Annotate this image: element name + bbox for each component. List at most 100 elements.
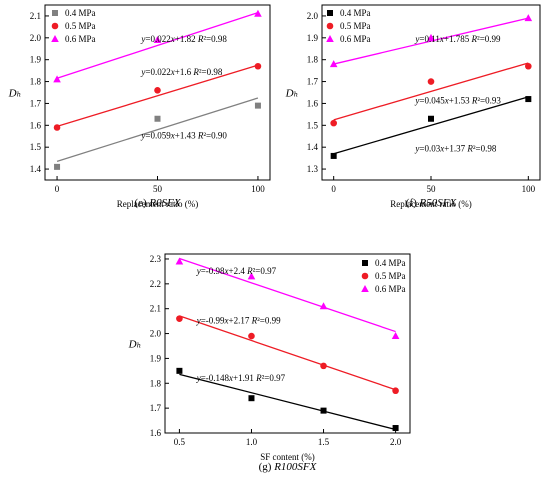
- figure-caption: (f) R50SFX: [406, 197, 458, 209]
- y-tick-label: 1.7: [150, 403, 162, 413]
- x-tick-label: 0.5: [174, 437, 186, 447]
- x-tick-label: 50: [153, 184, 163, 194]
- fit-equation-label: y=0.03x+1.37 R²=0.98: [414, 144, 496, 154]
- figure-caption: (e) R0SFX: [134, 197, 181, 209]
- data-point: [153, 36, 162, 43]
- x-tick-label: 100: [522, 184, 536, 194]
- plot-frame: [321, 4, 541, 181]
- legend-label: 0.4 MPa: [65, 8, 96, 18]
- legend-marker: [51, 35, 59, 42]
- data-point: [176, 315, 183, 322]
- y-tick-label: 2.0: [307, 11, 319, 21]
- chart-panel-1: 1.4 1.5 1.6 1.7 1.8 1.9 2.0 2.1 0 50 100 Replacemen…: [8, 4, 271, 209]
- y-tick-label: 1.8: [307, 55, 319, 65]
- data-point: [320, 362, 327, 370]
- data-point: [525, 62, 532, 70]
- y-tick-label: 1.3: [307, 164, 319, 174]
- legend-label: 0.5 MPa: [375, 271, 406, 281]
- fit-line-0.6-mpa: [179, 257, 396, 333]
- data-point: [427, 78, 435, 85]
- data-point: [254, 102, 261, 109]
- y-tick-label: 1.7: [307, 77, 319, 87]
- y-axis-label: Dₕ: [128, 339, 142, 351]
- y-tick-label: 2.2: [150, 279, 161, 289]
- x-tick-label: 0: [55, 184, 60, 194]
- legend-marker: [361, 285, 369, 292]
- data-point: [254, 62, 262, 70]
- y-tick-label: 2.0: [150, 329, 162, 339]
- data-point: [175, 257, 184, 265]
- data-point: [54, 163, 61, 170]
- x-tick-label: 100: [251, 184, 265, 194]
- legend-label: 0.5 MPa: [340, 21, 371, 31]
- y-tick-label: 1.6: [150, 428, 162, 438]
- legend-marker: [52, 10, 58, 16]
- legend-label: 0.6 MPa: [340, 34, 371, 44]
- x-axis-label: Replacement ratio (%): [390, 199, 471, 209]
- x-tick-label: 1.0: [246, 437, 258, 447]
- legend-label: 0.6 MPa: [65, 34, 96, 44]
- data-point: [524, 14, 533, 22]
- data-point: [392, 387, 399, 395]
- y-tick-label: 2.3: [150, 254, 162, 264]
- data-point: [428, 115, 434, 122]
- fit-equation-label: y=0.022x+1.82 R²=0.98: [140, 34, 227, 44]
- fit-line-0.6-mpa: [56, 12, 259, 79]
- fit-line-0.6-mpa: [333, 17, 529, 65]
- legend-label: 0.6 MPa: [375, 284, 406, 294]
- legend-marker: [326, 22, 334, 30]
- data-point: [391, 332, 400, 340]
- y-tick-label: 1.5: [30, 142, 42, 152]
- legend-label: 0.4 MPa: [340, 8, 371, 18]
- x-tick-label: 50: [427, 184, 437, 194]
- data-point: [176, 367, 183, 374]
- y-tick-label: 2.1: [30, 11, 41, 21]
- x-tick-label: 1.5: [318, 437, 330, 447]
- y-tick-label: 1.9: [307, 33, 319, 43]
- legend-marker: [362, 260, 368, 266]
- y-tick-label: 1.4: [30, 164, 42, 174]
- data-point: [392, 425, 399, 432]
- x-axis-label: Replacement ratio (%): [117, 199, 198, 209]
- data-point: [154, 115, 161, 122]
- fit-equation-label: y=0.059x+1.43 R²=0.90: [140, 130, 227, 140]
- data-point: [320, 407, 327, 414]
- y-tick-label: 1.8: [30, 77, 42, 87]
- y-tick-label: 1.7: [30, 98, 42, 108]
- data-point: [247, 272, 256, 280]
- y-tick-label: 2.1: [150, 304, 161, 314]
- data-point: [330, 152, 337, 159]
- data-point: [53, 75, 61, 83]
- y-tick-label: 1.4: [307, 142, 319, 152]
- y-tick-label: 1.8: [150, 378, 162, 388]
- fit-equation-label: y=-0.98x+2.4 R²=0.97: [196, 266, 277, 276]
- y-tick-label: 1.9: [30, 55, 42, 65]
- data-point: [248, 395, 255, 402]
- x-tick-label: 2.0: [390, 437, 402, 447]
- x-tick-label: 0: [331, 184, 336, 194]
- y-tick-label: 2.0: [30, 33, 42, 43]
- data-point: [329, 60, 338, 68]
- y-axis-label: Dₕ: [285, 88, 299, 100]
- legend-marker: [327, 10, 333, 16]
- fit-line-0.4-mpa: [56, 97, 259, 163]
- data-point: [254, 9, 262, 17]
- fit-line-0.4-mpa: [179, 373, 396, 431]
- fit-line-0.5-mpa: [56, 64, 259, 128]
- y-tick-label: 1.5: [307, 120, 319, 130]
- y-tick-label: 1.6: [307, 98, 319, 108]
- data-point: [248, 332, 255, 340]
- chart-panel-2: 1.3 1.4 1.5 1.6 1.7 1.8 1.9 2.0 0 50 100 Replacemen…: [285, 4, 541, 209]
- fit-line-0.4-mpa: [333, 96, 529, 155]
- data-point: [154, 87, 161, 94]
- data-point: [427, 33, 435, 41]
- data-point: [330, 119, 337, 127]
- fit-equation-label: y=0.045x+1.53 R²=0.93: [414, 95, 501, 105]
- legend-label: 0.4 MPa: [375, 258, 406, 268]
- y-axis-label: Dₕ: [8, 88, 22, 100]
- legend-marker: [326, 35, 334, 42]
- data-point: [53, 124, 61, 131]
- plot-frame: [164, 253, 411, 434]
- x-axis-label: SF content (%): [260, 452, 315, 462]
